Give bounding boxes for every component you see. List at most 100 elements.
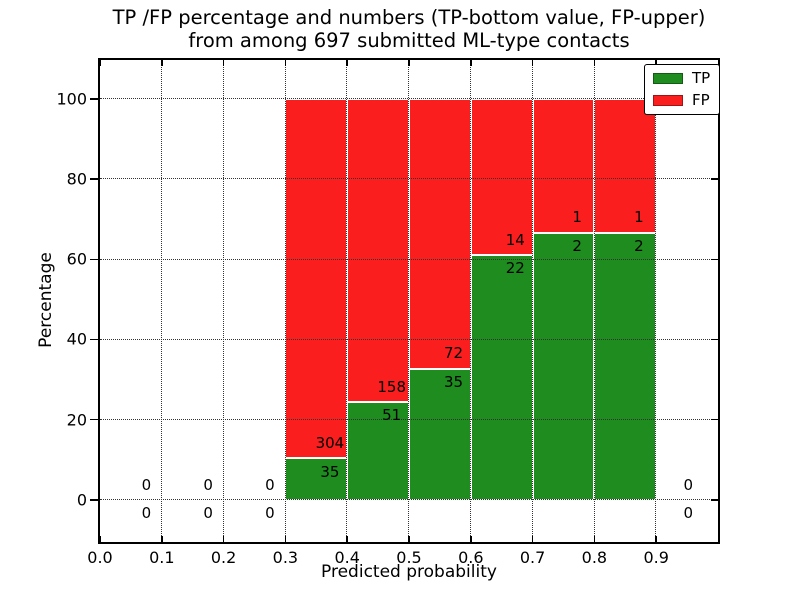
x-tick-label: 0.8 bbox=[581, 548, 608, 567]
x-tick-mark-bottom bbox=[531, 536, 534, 542]
x-tick-label: 0.9 bbox=[643, 548, 669, 567]
tp-count-label: 0 bbox=[141, 504, 152, 523]
gridline-vertical bbox=[593, 60, 595, 542]
legend-label-fp: FP bbox=[692, 91, 710, 109]
bar-fp-segment bbox=[409, 98, 471, 369]
x-tick-label: 0.5 bbox=[396, 548, 422, 567]
legend-swatch-tp bbox=[653, 73, 683, 84]
gridline-horizontal bbox=[100, 98, 718, 100]
tp-count-label: 2 bbox=[572, 236, 582, 255]
x-tick-mark-top bbox=[222, 60, 225, 66]
x-tick-mark-top bbox=[346, 60, 348, 66]
bar-tp-segment bbox=[594, 232, 657, 500]
y-tick-mark-right bbox=[711, 178, 718, 180]
gridline-vertical bbox=[531, 60, 533, 542]
fp-count-label: 158 bbox=[377, 377, 407, 396]
y-tick-label: 80 bbox=[66, 169, 87, 189]
chart-title: TP /FP percentage and numbers (TP-bottom… bbox=[100, 6, 718, 52]
legend-swatch-fp bbox=[653, 95, 683, 106]
y-tick-mark-right bbox=[711, 338, 718, 341]
fp-count-label: 0 bbox=[683, 475, 694, 494]
bar-fp-segment bbox=[594, 98, 657, 233]
x-tick-mark-bottom bbox=[346, 536, 348, 542]
gridline-horizontal bbox=[100, 418, 718, 420]
gridline-vertical bbox=[346, 60, 348, 542]
x-tick-mark-bottom bbox=[408, 536, 410, 542]
tp-count-label: 0 bbox=[203, 504, 213, 523]
tp-count-label: 0 bbox=[265, 504, 275, 523]
bar-fp-segment bbox=[532, 98, 595, 233]
x-tick-mark-bottom bbox=[655, 536, 657, 542]
tp-count-label: 51 bbox=[382, 406, 402, 425]
tp-count-label: 22 bbox=[505, 259, 525, 278]
fp-count-label: 0 bbox=[265, 475, 275, 494]
x-tick-mark-top bbox=[161, 60, 163, 66]
y-tick-mark-right bbox=[711, 418, 718, 421]
x-tick-label: 0.3 bbox=[272, 548, 299, 567]
y-tick-label: 60 bbox=[66, 249, 87, 269]
x-tick-mark-bottom bbox=[470, 536, 472, 542]
gridline-horizontal bbox=[100, 258, 718, 260]
x-tick-mark-top bbox=[284, 60, 287, 66]
plot-area: 0.0 0.1 0.2 0.3 0.4 0.5 0.6 0.7 0.8 0.9 0 20 40 60 80 1… bbox=[56, 58, 720, 567]
y-tick-mark-left bbox=[90, 178, 98, 180]
bar-fp-segment bbox=[470, 98, 533, 255]
gridline-vertical bbox=[161, 60, 163, 542]
fp-count-label: 0 bbox=[203, 475, 213, 494]
gridline-vertical bbox=[408, 60, 410, 542]
y-tick-mark-left bbox=[90, 499, 98, 501]
gridline-horizontal bbox=[100, 338, 718, 340]
x-tick-mark-top bbox=[531, 60, 534, 66]
x-tick-label: 0.0 bbox=[87, 548, 113, 567]
tp-count-label: 2 bbox=[634, 236, 644, 255]
legend: TP FP bbox=[644, 64, 721, 115]
fp-count-label: 0 bbox=[141, 475, 152, 494]
x-tick-mark-bottom bbox=[99, 536, 101, 542]
gridline-vertical bbox=[470, 60, 472, 542]
x-tick-label: 0.4 bbox=[334, 548, 360, 567]
chart-title-line1: TP /FP percentage and numbers (TP-bottom… bbox=[112, 6, 706, 29]
gridline-vertical bbox=[284, 60, 286, 542]
bar-tp-segment bbox=[532, 232, 595, 500]
y-tick-label: 100 bbox=[56, 89, 87, 109]
legend-label-tp: TP bbox=[692, 69, 711, 87]
gridline-vertical bbox=[655, 60, 657, 542]
fp-count-label: 72 bbox=[443, 344, 464, 363]
gridline-horizontal bbox=[100, 499, 718, 501]
tp-count-label: 35 bbox=[320, 462, 340, 481]
x-tick-mark-top bbox=[655, 60, 657, 66]
y-tick-label: 0 bbox=[76, 490, 87, 510]
bar-fp-segment bbox=[285, 98, 348, 459]
fp-count-label: 304 bbox=[315, 434, 345, 453]
fp-count-label: 1 bbox=[572, 208, 582, 227]
legend-entry-fp: FP bbox=[653, 93, 710, 108]
x-tick-mark-bottom bbox=[222, 536, 225, 542]
y-tick-mark-left bbox=[90, 98, 98, 100]
bar-tp-segment bbox=[470, 254, 533, 500]
x-tick-mark-bottom bbox=[284, 536, 287, 542]
x-tick-mark-bottom bbox=[161, 536, 163, 542]
x-tick-mark-top bbox=[470, 60, 472, 66]
x-axis-label: Predicted probability bbox=[321, 562, 497, 582]
y-tick-mark-left bbox=[90, 258, 98, 261]
x-tick-label: 0.7 bbox=[519, 548, 546, 567]
tp-count-label: 0 bbox=[683, 504, 694, 523]
x-tick-label: 0.2 bbox=[210, 548, 237, 567]
x-tick-label: 0.6 bbox=[458, 548, 484, 567]
y-tick-label: 20 bbox=[66, 410, 87, 430]
x-tick-mark-bottom bbox=[593, 536, 596, 542]
gridline-horizontal bbox=[100, 178, 718, 180]
y-tick-mark-right bbox=[711, 258, 718, 261]
fp-count-label: 14 bbox=[505, 230, 525, 249]
x-tick-mark-top bbox=[99, 60, 101, 66]
y-tick-mark-left bbox=[90, 338, 98, 341]
bar-fp-segment bbox=[347, 98, 409, 403]
y-tick-mark-right bbox=[711, 499, 718, 501]
fp-count-label: 1 bbox=[634, 208, 644, 227]
y-tick-mark-left bbox=[90, 418, 98, 421]
y-axis-label: Percentage bbox=[36, 252, 56, 348]
tp-count-label: 35 bbox=[443, 372, 464, 391]
legend-entry-tp: TP bbox=[653, 71, 710, 86]
gridline-vertical bbox=[222, 60, 224, 542]
